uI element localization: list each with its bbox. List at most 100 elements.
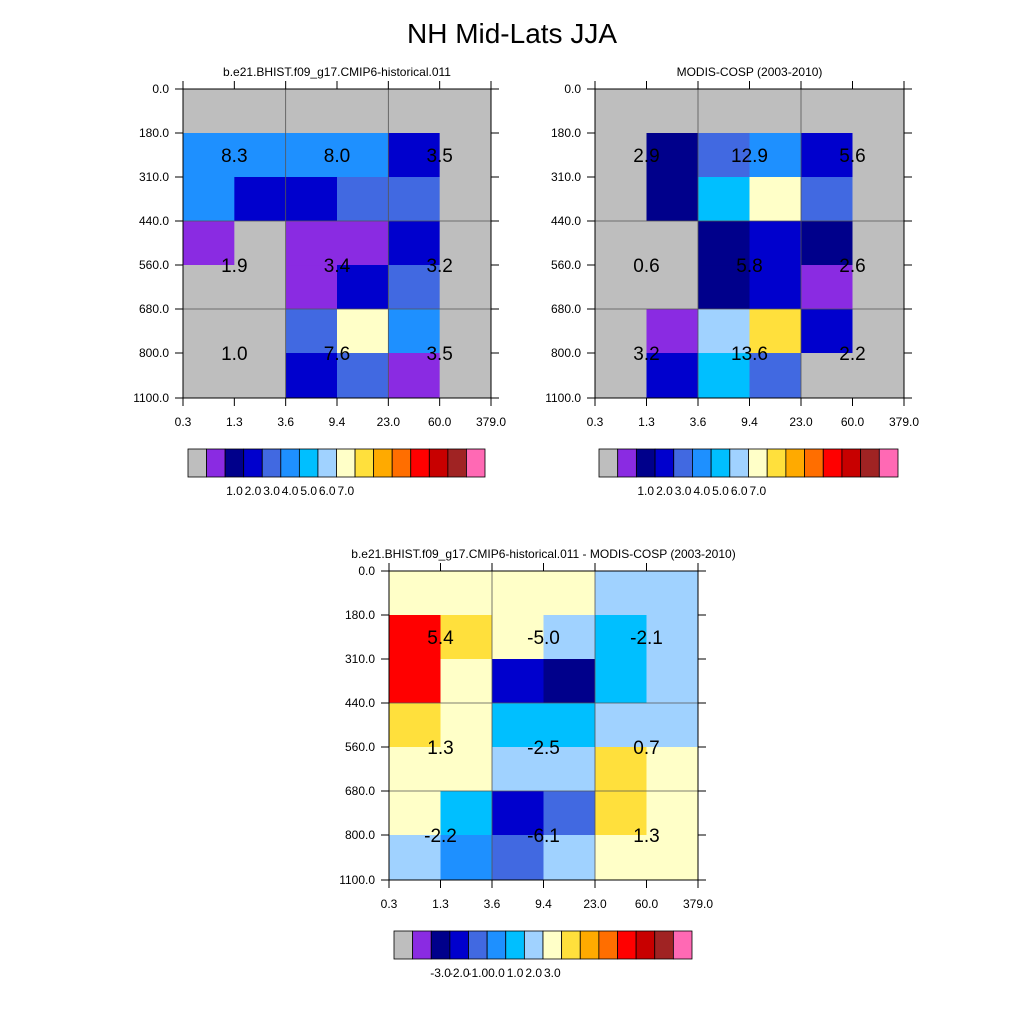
heatmap-cell (543, 747, 596, 792)
heatmap-cell (439, 133, 492, 178)
colorbar-label: 6.0 (319, 484, 336, 498)
cell-value-label: 3.4 (324, 256, 351, 277)
heatmap-cell (646, 615, 699, 660)
x-tick-label: 60.0 (635, 897, 659, 911)
x-tick-label: 60.0 (841, 415, 865, 429)
colorbar-swatch (579, 930, 600, 960)
colorbar-swatch (224, 448, 245, 478)
colorbar-swatch (766, 448, 787, 478)
heatmap-cell (646, 791, 699, 836)
colorbar-label: -3.0 (430, 966, 451, 980)
heatmap-cell (234, 177, 287, 222)
heatmap-cell (183, 309, 235, 354)
heatmap-cell (285, 89, 338, 134)
heatmap-cell (389, 835, 441, 881)
x-tick-label: 9.4 (741, 415, 758, 429)
colorbar-swatch (598, 930, 618, 960)
colorbar-swatch (505, 930, 525, 960)
colorbar-swatch (373, 448, 393, 478)
heatmap-cell (234, 133, 287, 178)
heatmap-cell (852, 221, 905, 266)
colorbar-swatch (710, 448, 731, 478)
heatmap-cell (749, 133, 802, 178)
colorbar-swatch (391, 448, 412, 478)
cell-value-label: 0.7 (633, 738, 659, 759)
heatmap-cell (388, 177, 441, 222)
colorbar-label: 7.0 (750, 484, 767, 498)
x-tick-label: 379.0 (476, 415, 506, 429)
heatmap-cell (440, 791, 493, 836)
cell-value-label: 2.9 (633, 146, 659, 167)
colorbar-swatch (654, 930, 674, 960)
heatmap-cell (749, 353, 802, 399)
panel-title: b.e21.BHIST.f09_g17.CMIP6-historical.011 (223, 65, 451, 79)
cell-value-label: -2.2 (424, 826, 457, 847)
heatmap-cell (183, 221, 235, 266)
heatmap-cell (492, 659, 544, 704)
y-tick-label: 180.0 (139, 126, 169, 140)
figure-title: NH Mid-Lats JJA (406, 18, 618, 49)
heatmap-panel-2: MODIS-COSP (2003-2010) 2.9 12.9 5.6 0.6 5.8 2.… (545, 65, 919, 498)
heatmap-cell (337, 133, 389, 178)
colorbar-label: -2.0 (449, 966, 470, 980)
y-tick-label: 560.0 (345, 740, 375, 754)
heatmap-cell (595, 571, 647, 616)
heatmap-cell (595, 791, 647, 836)
heatmap-cell (595, 615, 647, 660)
heatmap-cell (801, 133, 853, 178)
heatmap-cell (543, 615, 596, 660)
heatmap-cell (440, 659, 493, 704)
heatmap-cell (595, 133, 647, 178)
heatmap-cell (234, 353, 287, 399)
colorbar-label: 2.0 (656, 484, 673, 498)
x-tick-label: 0.3 (175, 415, 192, 429)
colorbar-label: 1.0 (226, 484, 243, 498)
x-tick-label: 0.3 (381, 897, 398, 911)
heatmap-cell (646, 177, 699, 222)
colorbar-label: 0.0 (488, 966, 505, 980)
colorbar-swatch (466, 448, 486, 478)
colorbar-swatch (412, 930, 432, 960)
heatmap-cell (852, 353, 905, 399)
panel-title: MODIS-COSP (2003-2010) (677, 65, 823, 79)
colorbar-swatch (447, 448, 467, 478)
cell-value-label: 13.6 (731, 344, 768, 365)
colorbar-swatch (187, 448, 207, 478)
colorbar-swatch (860, 448, 880, 478)
y-tick-label: 680.0 (551, 302, 581, 316)
heatmap-cell (440, 571, 493, 616)
heatmap-cell (801, 309, 853, 354)
heatmap-cell (595, 835, 647, 881)
heatmap-cell (285, 265, 338, 310)
heatmap-cell (183, 265, 235, 310)
cell-value-label: 3.5 (426, 146, 452, 167)
colorbar-swatch (785, 448, 805, 478)
heatmap-cell (543, 835, 596, 881)
heatmap-cell (749, 89, 802, 134)
heatmap-cell (595, 659, 647, 704)
heatmap-cell (852, 177, 905, 222)
x-tick-label: 1.3 (638, 415, 655, 429)
heatmap-panel-1: b.e21.BHIST.f09_g17.CMIP6-historical.011… (133, 65, 506, 498)
heatmap-cell (389, 747, 441, 792)
heatmap-cell (646, 353, 699, 399)
heatmap-cell (389, 791, 441, 836)
colorbar-swatch (298, 448, 319, 478)
y-tick-label: 310.0 (345, 652, 375, 666)
y-tick-label: 180.0 (551, 126, 581, 140)
y-tick-label: 800.0 (345, 828, 375, 842)
colorbar-swatch (692, 448, 712, 478)
cell-value-label: 1.9 (221, 256, 247, 277)
colorbar-swatch (672, 930, 693, 960)
colorbar-swatch (561, 930, 581, 960)
cell-value-label: 2.2 (839, 344, 865, 365)
heatmap-cell (801, 265, 853, 310)
heatmap-cell (388, 265, 441, 310)
colorbar-label: 1.0 (507, 966, 524, 980)
x-tick-label: 60.0 (428, 415, 452, 429)
heatmap-cell (285, 221, 338, 266)
heatmap-cell (492, 747, 544, 792)
colorbar-swatch (878, 448, 899, 478)
colorbar-swatch (393, 930, 414, 960)
heatmap-cell (852, 309, 905, 354)
